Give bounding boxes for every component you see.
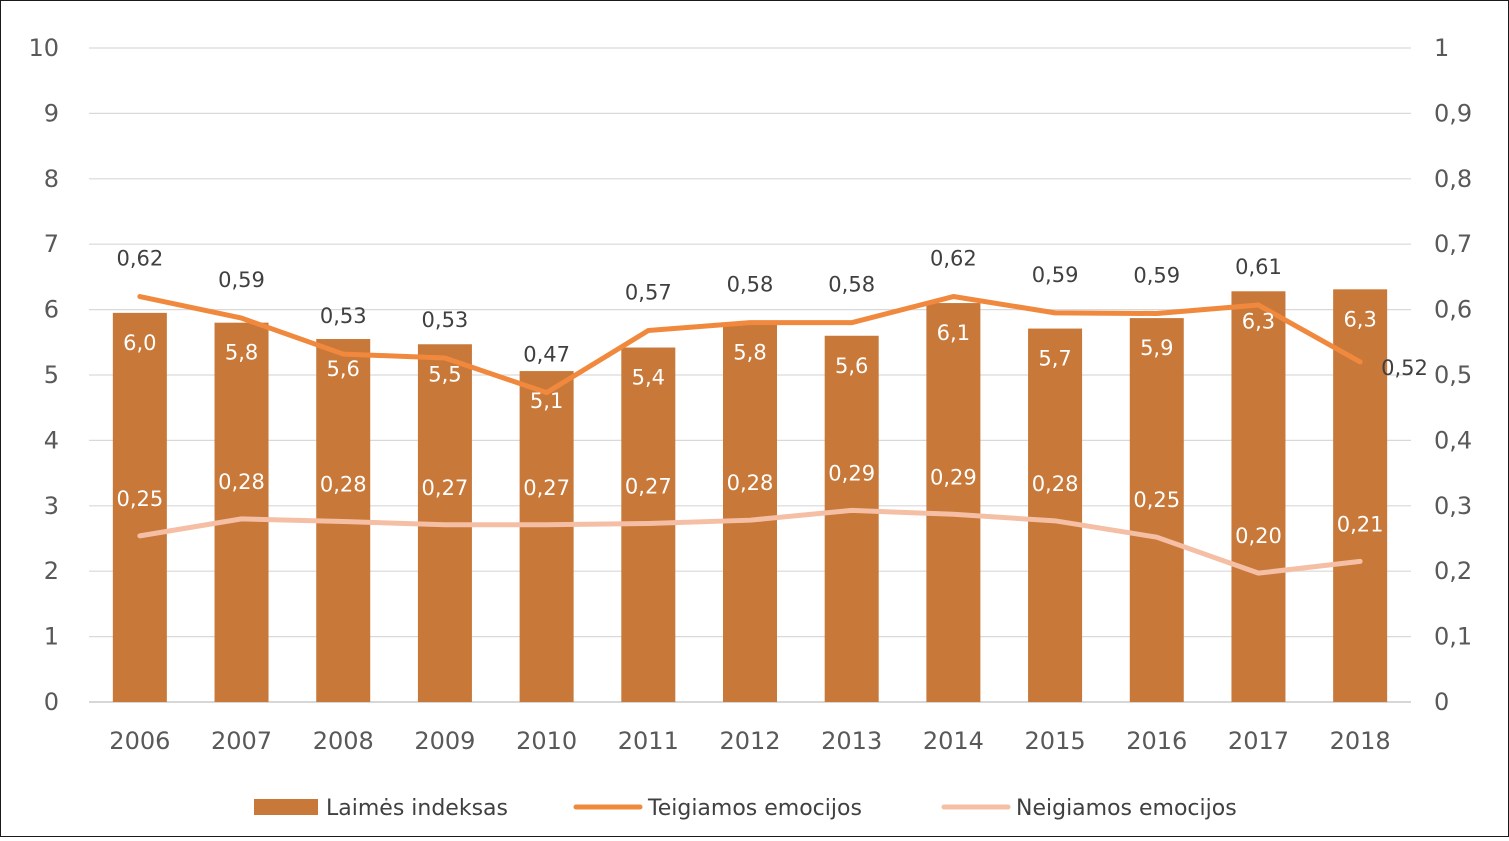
teigiamos-data-label: 0,53 bbox=[320, 304, 367, 328]
y-right-tick-label: 0,2 bbox=[1434, 557, 1472, 585]
bar-data-label: 5,8 bbox=[733, 341, 766, 365]
y-right-tick-label: 1 bbox=[1434, 34, 1449, 62]
y-right-tick-label: 0,6 bbox=[1434, 296, 1472, 324]
y-left-tick-label: 9 bbox=[44, 99, 59, 127]
legend-label: Laimės indeksas bbox=[326, 796, 508, 821]
bar-laimes-indeksas bbox=[824, 335, 879, 702]
neigiamos-data-label: 0,29 bbox=[828, 461, 875, 485]
x-tick-label: 2010 bbox=[516, 727, 577, 755]
teigiamos-data-label: 0,57 bbox=[625, 281, 672, 305]
bar-laimes-indeksas bbox=[112, 312, 167, 702]
y-right-tick-label: 0,5 bbox=[1434, 361, 1472, 389]
bar-data-label: 5,1 bbox=[530, 389, 563, 413]
bar-data-label: 6,3 bbox=[1242, 309, 1275, 333]
y-right-tick-label: 0,7 bbox=[1434, 230, 1472, 258]
bar-laimes-indeksas bbox=[1231, 291, 1286, 702]
teigiamos-data-label: 0,58 bbox=[727, 273, 774, 297]
bar-data-label: 5,9 bbox=[1140, 336, 1173, 360]
teigiamos-data-label: 0,62 bbox=[930, 247, 977, 271]
bar-data-label: 6,3 bbox=[1343, 307, 1376, 331]
neigiamos-data-label: 0,25 bbox=[116, 487, 163, 511]
legend-label: Teigiamos emocijos bbox=[647, 796, 862, 821]
bar-data-label: 5,4 bbox=[632, 366, 665, 390]
teigiamos-data-label: 0,61 bbox=[1235, 255, 1282, 279]
x-tick-label: 2006 bbox=[109, 727, 170, 755]
teigiamos-data-label: 0,59 bbox=[1133, 264, 1180, 288]
neigiamos-data-label: 0,20 bbox=[1235, 524, 1282, 548]
line-neigiamos-emocijos bbox=[137, 507, 1363, 576]
y-right-tick-label: 0,4 bbox=[1434, 426, 1472, 454]
x-tick-label: 2011 bbox=[618, 727, 679, 755]
teigiamos-data-label: 0,59 bbox=[218, 268, 265, 292]
legend-swatch bbox=[254, 799, 318, 815]
neigiamos-data-label: 0,29 bbox=[930, 465, 977, 489]
y-right-tick-label: 0,8 bbox=[1434, 165, 1472, 193]
bar-laimes-indeksas bbox=[1028, 328, 1083, 702]
x-tick-label: 2012 bbox=[719, 727, 780, 755]
y-left-tick-label: 10 bbox=[28, 34, 59, 62]
neigiamos-data-label: 0,27 bbox=[523, 476, 570, 500]
bar-data-label: 6,1 bbox=[937, 321, 970, 345]
bar-laimes-indeksas bbox=[926, 303, 981, 702]
y-left-tick-label: 4 bbox=[44, 426, 59, 454]
neigiamos-data-label: 0,25 bbox=[1133, 488, 1180, 512]
y-left-tick-label: 5 bbox=[44, 361, 59, 389]
legend-laimes-indeksas: Laimės indeksas bbox=[254, 796, 508, 821]
neigiamos-data-label: 0,27 bbox=[422, 476, 469, 500]
bar-laimes-indeksas bbox=[1333, 289, 1388, 702]
legend-teigiamos-emocijos: Teigiamos emocijos bbox=[573, 796, 862, 821]
bar-data-label: 5,6 bbox=[835, 354, 868, 378]
legend-label: Neigiamos emocijos bbox=[1016, 796, 1237, 821]
bar-laimes-indeksas bbox=[1129, 318, 1184, 702]
x-tick-label: 2007 bbox=[211, 727, 272, 755]
bar-data-label: 5,5 bbox=[428, 362, 461, 386]
x-tick-label: 2014 bbox=[923, 727, 984, 755]
teigiamos-data-label: 0,58 bbox=[828, 273, 875, 297]
y-left-tick-label: 0 bbox=[44, 688, 59, 716]
neigiamos-data-label: 0,27 bbox=[625, 474, 672, 498]
x-tick-label: 2018 bbox=[1330, 727, 1391, 755]
x-tick-label: 2017 bbox=[1228, 727, 1289, 755]
bar-data-label: 5,7 bbox=[1038, 347, 1071, 371]
bar-laimes-indeksas bbox=[519, 371, 574, 702]
y-left-tick-label: 8 bbox=[44, 165, 59, 193]
neigiamos-data-label: 0,21 bbox=[1337, 512, 1384, 536]
x-tick-label: 2015 bbox=[1025, 727, 1086, 755]
bar-laimes-indeksas bbox=[723, 322, 777, 702]
teigiamos-data-label: 0,59 bbox=[1032, 263, 1079, 287]
line-teigiamos-emocijos bbox=[137, 294, 1363, 396]
y-left-tick-label: 7 bbox=[44, 230, 59, 258]
bar-laimes-indeksas bbox=[214, 322, 269, 702]
y-left-tick-label: 1 bbox=[44, 623, 59, 651]
bar-data-label: 5,8 bbox=[225, 341, 258, 365]
y-left-tick-label: 2 bbox=[44, 557, 59, 585]
teigiamos-data-label: 0,53 bbox=[422, 308, 469, 332]
x-tick-label: 2009 bbox=[414, 727, 475, 755]
y-left-tick-label: 6 bbox=[44, 296, 59, 324]
x-tick-label: 2013 bbox=[821, 727, 882, 755]
neigiamos-data-label: 0,28 bbox=[1032, 472, 1079, 496]
x-tick-label: 2008 bbox=[313, 727, 374, 755]
teigiamos-data-label: 0,62 bbox=[116, 247, 163, 271]
teigiamos-data-label: 0,52 bbox=[1381, 356, 1428, 380]
bar-data-label: 5,6 bbox=[327, 357, 360, 381]
y-right-tick-label: 0,9 bbox=[1434, 99, 1472, 127]
neigiamos-data-label: 0,28 bbox=[218, 470, 265, 494]
x-tick-label: 2016 bbox=[1126, 727, 1187, 755]
y-right-tick-label: 0,3 bbox=[1434, 492, 1472, 520]
neigiamos-data-label: 0,28 bbox=[320, 472, 367, 496]
teigiamos-data-label: 0,47 bbox=[523, 343, 570, 367]
bar-data-label: 6,0 bbox=[123, 331, 156, 355]
neigiamos-data-label: 0,28 bbox=[727, 471, 774, 495]
legend-neigiamos-emocijos: Neigiamos emocijos bbox=[941, 796, 1237, 821]
y-right-tick-label: 0 bbox=[1434, 688, 1449, 716]
y-left-tick-label: 3 bbox=[44, 492, 59, 520]
y-right-tick-label: 0,1 bbox=[1434, 623, 1472, 651]
